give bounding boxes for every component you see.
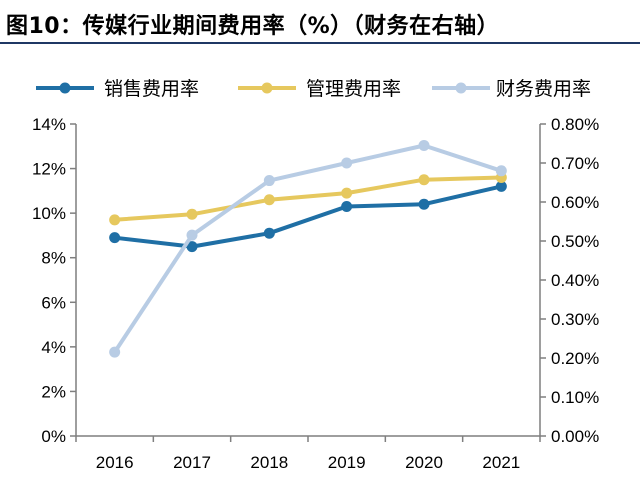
series-line bbox=[114, 184, 502, 249]
series-point bbox=[109, 214, 121, 226]
y-left-tick-label: 12% bbox=[32, 160, 66, 179]
x-tick-label: 2019 bbox=[328, 453, 366, 472]
y-right-tick-label: 0.60% bbox=[551, 193, 599, 212]
y-left-tick-label: 6% bbox=[41, 293, 66, 312]
series-point bbox=[263, 175, 275, 187]
x-tick-label: 2018 bbox=[250, 453, 288, 472]
y-right-tick-label: 0.50% bbox=[551, 232, 599, 251]
y-right-tick-label: 0.10% bbox=[551, 388, 599, 407]
series-point bbox=[109, 232, 121, 244]
series-point bbox=[495, 180, 507, 192]
legend-label: 财务费用率 bbox=[496, 78, 591, 100]
series-point bbox=[418, 139, 430, 151]
series-point bbox=[263, 194, 275, 206]
y-right-tick-label: 0.80% bbox=[551, 115, 599, 134]
series-point bbox=[109, 346, 121, 358]
chart-axes: 0% 2% 4% 6% 8% 10% 12% 14% 0.00% 0.10% 0.20% 0.30% 0… bbox=[32, 115, 599, 472]
y-left-tick-label: 10% bbox=[32, 204, 66, 223]
x-tick-label: 2017 bbox=[173, 453, 211, 472]
y-left-tick-label: 4% bbox=[41, 338, 66, 357]
y-right-tick-label: 0.30% bbox=[551, 310, 599, 329]
legend-marker bbox=[59, 82, 71, 94]
line-chart: 销售费用率 管理费用率 财务费用率 0% 2% 4% 6% 8% 10% 12% 14% 0.00%… bbox=[32, 78, 599, 472]
x-tick-label: 2016 bbox=[96, 453, 134, 472]
figure-title: 图10：传媒行业期间费用率（%）（财务在右轴） bbox=[6, 14, 500, 39]
y-left-tick-label: 14% bbox=[32, 115, 66, 134]
series-line bbox=[113, 143, 502, 354]
y-right-tick-label: 0.40% bbox=[551, 271, 599, 290]
series-point bbox=[341, 187, 353, 199]
y-right-tick-label: 0.00% bbox=[551, 427, 599, 446]
series-point bbox=[418, 198, 430, 210]
chart-legend: 销售费用率 管理费用率 财务费用率 bbox=[36, 78, 591, 100]
y-left-tick-label: 8% bbox=[41, 249, 66, 268]
legend-marker bbox=[455, 82, 467, 94]
x-tick-label: 2021 bbox=[482, 453, 520, 472]
figure-title-bar: 图10：传媒行业期间费用率（%）（财务在右轴） bbox=[0, 0, 640, 44]
y-left-tick-label: 2% bbox=[41, 382, 66, 401]
series-point bbox=[186, 241, 198, 253]
legend-label: 销售费用率 bbox=[104, 78, 199, 100]
chart-series bbox=[109, 139, 507, 358]
series-point bbox=[495, 165, 507, 177]
series-point bbox=[186, 208, 198, 220]
series-line bbox=[114, 175, 502, 222]
y-left-tick-label: 0% bbox=[41, 427, 66, 446]
series-point bbox=[263, 227, 275, 239]
series-point bbox=[341, 157, 353, 169]
x-tick-label: 2020 bbox=[405, 453, 443, 472]
legend-marker bbox=[261, 82, 273, 94]
legend-label: 管理费用率 bbox=[306, 78, 401, 100]
series-point bbox=[186, 229, 198, 241]
series-point bbox=[341, 200, 353, 212]
series-point bbox=[418, 174, 430, 186]
y-right-tick-label: 0.20% bbox=[551, 349, 599, 368]
y-right-tick-label: 0.70% bbox=[551, 154, 599, 173]
